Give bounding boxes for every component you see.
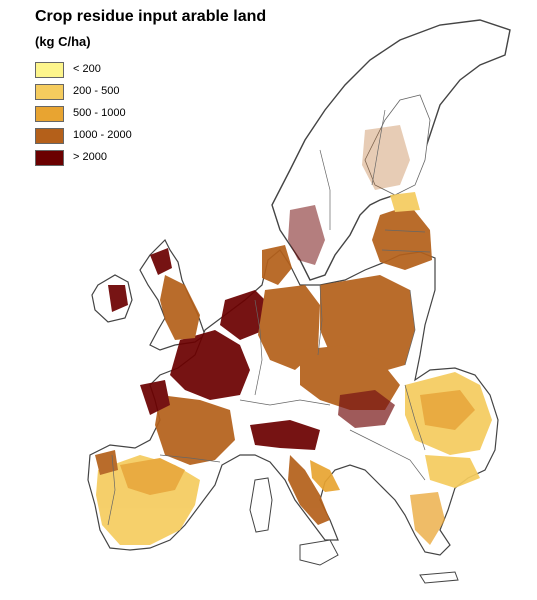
arable-data-patches bbox=[95, 125, 492, 545]
sardinia-landmass bbox=[249, 477, 273, 533]
legend-label: 1000 - 2000 bbox=[73, 129, 132, 141]
border-baltics bbox=[381, 229, 431, 253]
legend-swatch bbox=[35, 128, 64, 144]
border-sweden-norway bbox=[319, 149, 331, 230]
baltics-patch bbox=[372, 205, 432, 270]
border-france-germany bbox=[254, 299, 263, 396]
border-sweden-finland bbox=[371, 109, 386, 186]
legend-label: < 200 bbox=[73, 63, 101, 75]
apulia-patch bbox=[310, 460, 340, 492]
legend-label: 500 - 1000 bbox=[73, 107, 126, 119]
legend-label: > 2000 bbox=[73, 151, 107, 163]
border-romania bbox=[404, 384, 426, 451]
legend-label: 200 - 500 bbox=[73, 85, 120, 97]
ireland-patch bbox=[108, 285, 128, 312]
sweden-south-patch bbox=[288, 205, 325, 265]
estonia-patch bbox=[390, 192, 420, 212]
border-germany-poland bbox=[317, 284, 323, 356]
france-high-patch bbox=[170, 330, 250, 400]
uk-north-patch bbox=[150, 248, 172, 275]
bulgaria-patch bbox=[425, 455, 480, 488]
legend-swatch bbox=[35, 150, 64, 166]
border-poland-east bbox=[404, 289, 416, 366]
po-valley-patch bbox=[250, 420, 320, 450]
sicily-landmass bbox=[299, 539, 339, 566]
uk-east-patch bbox=[160, 275, 200, 340]
map-title: Crop residue input arable land bbox=[35, 8, 267, 25]
legend-swatch bbox=[35, 62, 64, 78]
germany-patch bbox=[258, 285, 320, 370]
border-spain-france bbox=[159, 454, 221, 463]
hungary-patch bbox=[338, 390, 395, 428]
border-balkans bbox=[349, 429, 426, 481]
border-spain-portugal bbox=[107, 454, 116, 526]
italy-south-patch bbox=[288, 455, 330, 525]
greece-patch bbox=[410, 492, 445, 545]
france-west-patch bbox=[140, 380, 170, 415]
crete-landmass bbox=[419, 571, 459, 584]
map-unit: (kg C/ha) bbox=[35, 34, 91, 49]
legend-swatch bbox=[35, 84, 64, 100]
legend-swatch bbox=[35, 106, 64, 122]
france-south-patch bbox=[155, 395, 235, 465]
country-borders bbox=[107, 109, 431, 526]
benelux-high-patch bbox=[220, 290, 270, 340]
border-alps bbox=[239, 399, 331, 406]
denmark-patch bbox=[262, 245, 292, 285]
finland-landmass bbox=[364, 94, 431, 196]
romania-mid-patch bbox=[420, 390, 475, 430]
iberia-mid-patch bbox=[120, 458, 185, 495]
